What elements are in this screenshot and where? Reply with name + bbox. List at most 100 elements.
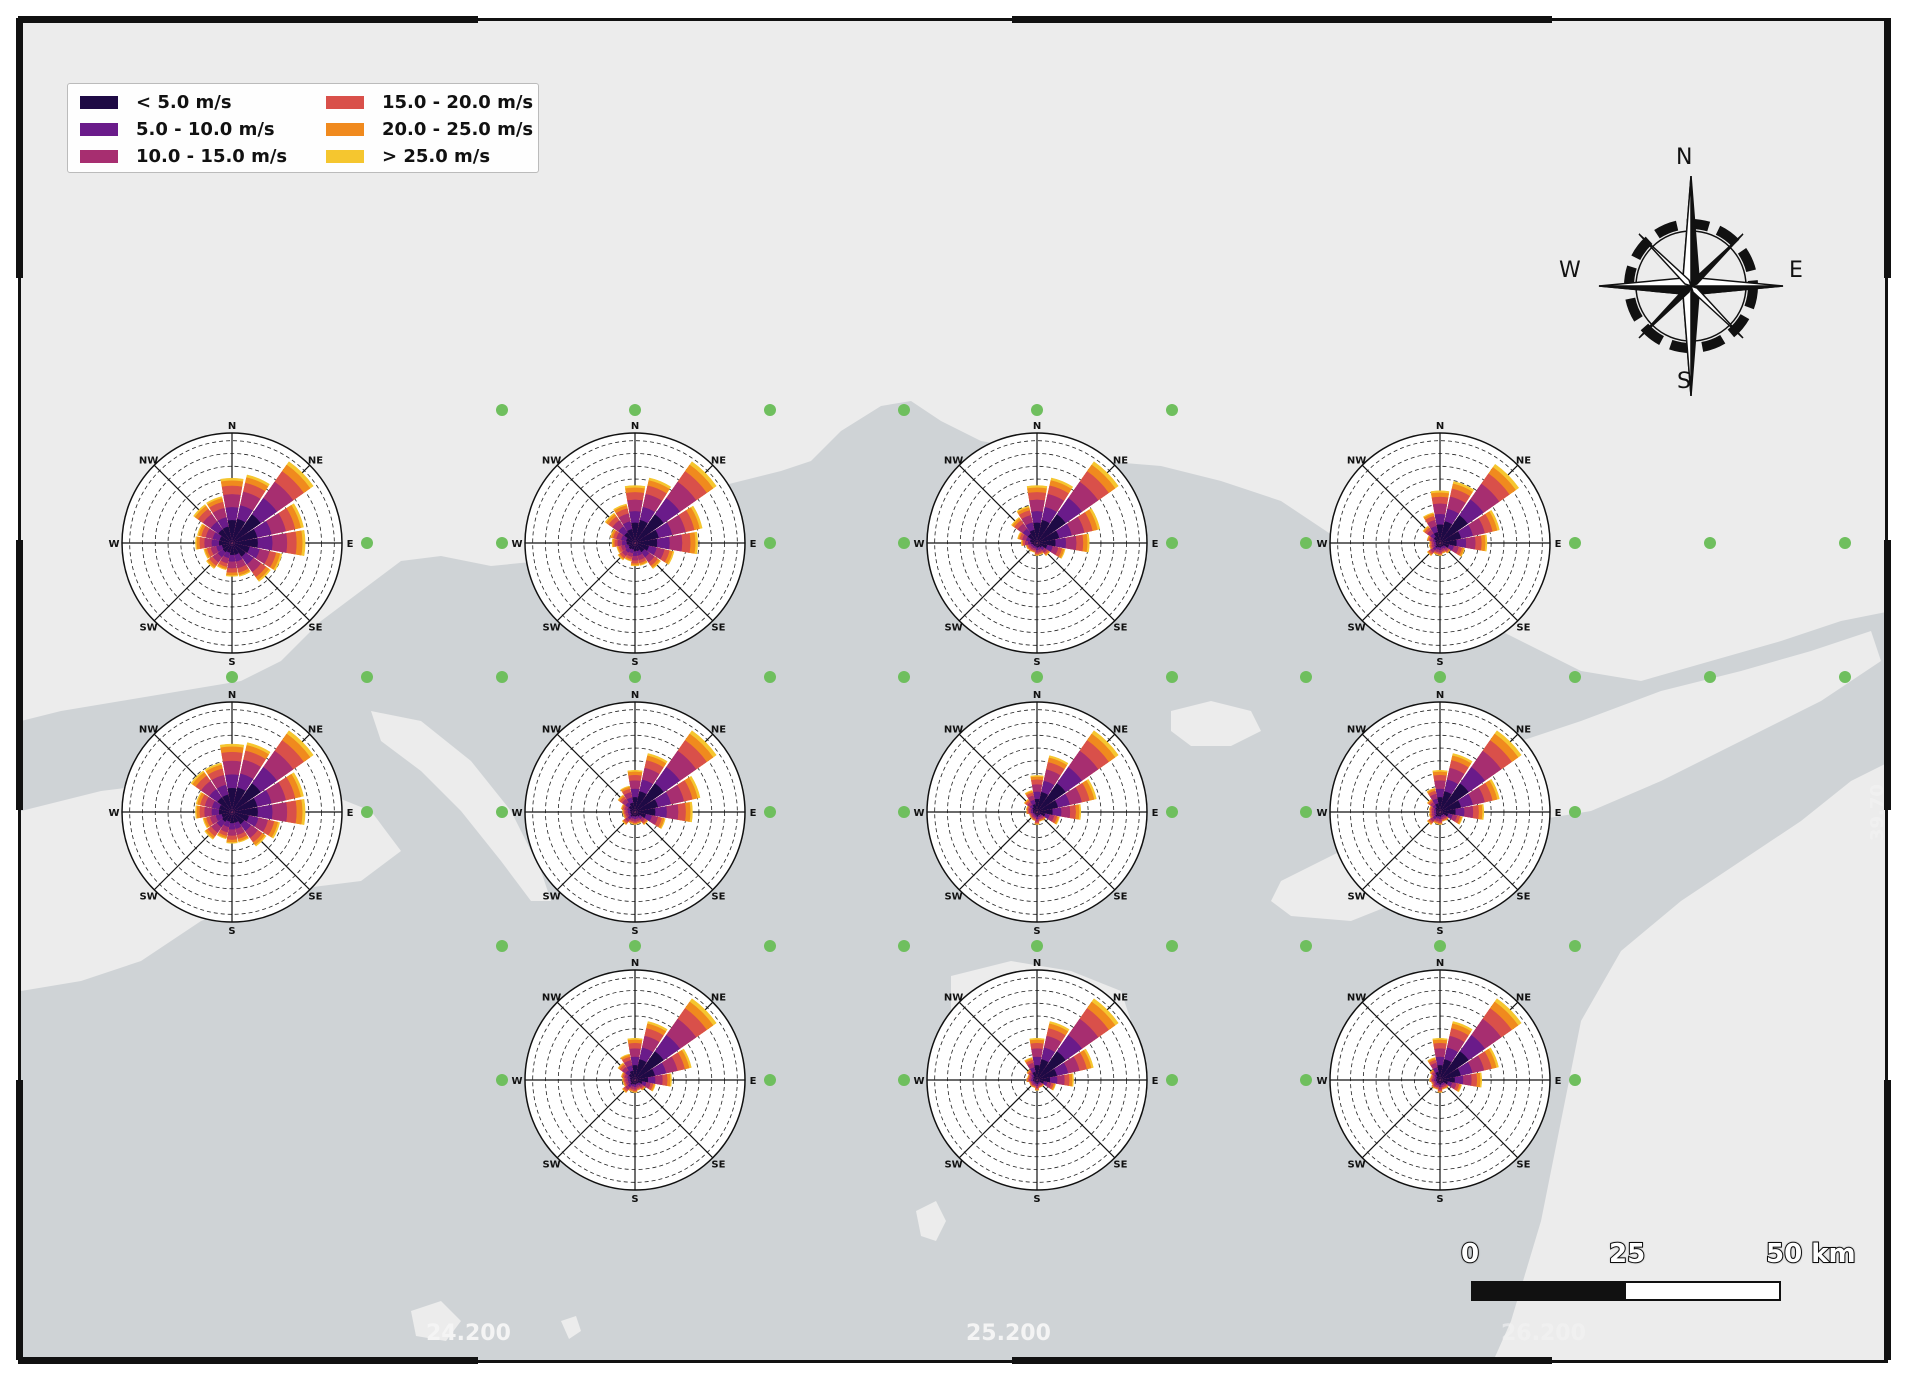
rose-spoke (1361, 1079, 1441, 1159)
rose-petal (231, 528, 258, 544)
rose-direction-label: SW (944, 622, 962, 633)
grid-point (764, 537, 776, 549)
rose-petal (231, 807, 258, 817)
rose-petal (231, 542, 246, 557)
rose-spoke (1361, 1001, 1441, 1081)
rose-direction-label: SE (1113, 622, 1127, 633)
legend-swatch (326, 150, 364, 163)
island-center (1171, 701, 1261, 746)
rose-petal (628, 1073, 636, 1081)
rose-petal (1032, 804, 1038, 813)
rose-petal (217, 797, 233, 813)
rose-direction-label: NW (1347, 456, 1366, 467)
grid-point (1166, 806, 1178, 818)
rose-petal (1439, 521, 1453, 544)
rose-direction-label: W (1316, 539, 1327, 550)
rose-petal (633, 542, 637, 552)
rose-petal (629, 1070, 636, 1081)
grid-point (361, 671, 373, 683)
rose-direction-label: N (1033, 690, 1041, 701)
rose-petal (221, 811, 233, 818)
rose-petal (1034, 1065, 1040, 1081)
grid-point (1569, 806, 1581, 818)
rose-petal (218, 540, 233, 546)
rose-direction-label: NW (542, 725, 561, 736)
rose-petal (218, 529, 233, 544)
rose-direction-label: S (1033, 657, 1040, 668)
rose-petal (227, 520, 237, 544)
rose-direction-label: N (631, 690, 639, 701)
grid-point (1569, 940, 1581, 952)
grid-point (1166, 671, 1178, 683)
rose-petal (231, 518, 246, 544)
rose-petal (1435, 1071, 1441, 1081)
rose-direction-label: E (347, 539, 354, 550)
rose-direction-label: E (1555, 1076, 1562, 1087)
rose-petal (634, 808, 656, 816)
rose-direction-label: W (913, 1076, 924, 1087)
grid-point (1434, 671, 1446, 683)
legend-swatch (326, 123, 364, 136)
rose-petal (231, 514, 261, 544)
rose-petal (1036, 809, 1053, 815)
legend-item: > 25.0 m/s (326, 146, 490, 167)
island-west (371, 711, 551, 901)
rose-direction-label: SW (1347, 622, 1365, 633)
grid-point (1434, 940, 1446, 952)
rose-direction-label: E (1555, 808, 1562, 819)
rose-direction-label: W (108, 808, 119, 819)
grid-point (1839, 537, 1851, 549)
grid-point (496, 537, 508, 549)
legend-item: < 5.0 m/s (80, 92, 232, 113)
rose-direction-label: S (1436, 1194, 1443, 1205)
rose-petal (1433, 532, 1441, 544)
rose-direction-label: W (913, 808, 924, 819)
scale-bar (1471, 1281, 1781, 1301)
rose-direction-label: W (913, 539, 924, 550)
rose-petal (1029, 529, 1038, 544)
rose-direction-label: SW (1347, 891, 1365, 902)
rose-r2c4: N NE E SE S SW W NW (1316, 690, 1561, 937)
rose-direction-label: NW (1347, 993, 1366, 1004)
grid-point (629, 404, 641, 416)
rose-petal (627, 529, 636, 544)
rose-direction-label: NW (139, 456, 158, 467)
rose-petal (626, 541, 636, 545)
grid-point (1166, 1074, 1178, 1086)
rose-direction-label: NE (1113, 993, 1128, 1004)
rose-petal (231, 811, 245, 825)
rose-petal (1036, 539, 1056, 547)
rose-spoke (958, 1001, 1038, 1081)
legend-item: 15.0 - 20.0 m/s (326, 92, 533, 113)
legend-label: 20.0 - 25.0 m/s (382, 119, 534, 140)
rose-petal (1036, 542, 1048, 549)
legend-label: 5.0 - 10.0 m/s (136, 119, 275, 140)
rose-direction-label: SW (944, 1159, 962, 1170)
rose-direction-label: SE (1113, 1159, 1127, 1170)
legend: < 5.0 m/s 5.0 - 10.0 m/s 10.0 - 15.0 m/s… (67, 83, 539, 173)
rose-direction-label: N (1033, 958, 1041, 969)
rose-direction-label: SE (711, 622, 725, 633)
rose-direction-label: SE (711, 891, 725, 902)
rose-spoke (1361, 733, 1441, 813)
rose-r2c2: N NE E SE S SW W NW (511, 690, 756, 937)
rose-direction-label: E (1152, 1076, 1159, 1087)
rose-spoke (634, 811, 714, 891)
scale-bar-dark (1473, 1283, 1626, 1299)
grid-point (496, 671, 508, 683)
grid-point (361, 806, 373, 818)
rose-petal (632, 1065, 638, 1081)
rose-direction-label: S (631, 657, 638, 668)
grid-point (1166, 537, 1178, 549)
rose-direction-label: E (1152, 539, 1159, 550)
legend-label: > 25.0 m/s (382, 146, 491, 167)
grid-point (1569, 537, 1581, 549)
rose-petal (631, 522, 639, 544)
rose-direction-label: SW (944, 891, 962, 902)
grid-point (898, 671, 910, 683)
rose-petal (1439, 539, 1457, 547)
grid-point (1300, 806, 1312, 818)
rose-petal (634, 1059, 647, 1081)
rose-petal (226, 811, 233, 822)
